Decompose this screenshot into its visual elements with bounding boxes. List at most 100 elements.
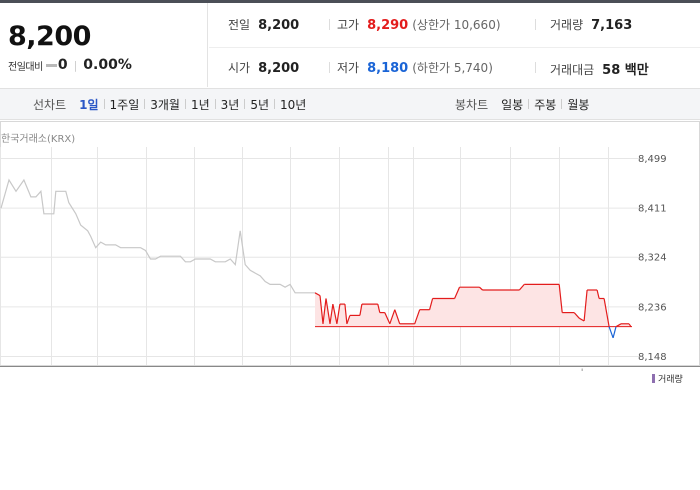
stat-label: 저가	[337, 61, 360, 75]
line-chart-title: 선차트	[33, 97, 67, 112]
tab-separator	[244, 99, 246, 109]
y-tick-label: 8,148	[638, 352, 667, 363]
tab-3y[interactable]: 3년	[220, 97, 240, 112]
series-today-segment	[325, 298, 331, 324]
series-today-segment	[389, 309, 396, 325]
change-label: 전일대비	[8, 61, 43, 73]
tab-separator	[214, 99, 216, 109]
series-today-fill	[315, 284, 631, 327]
volume-legend: 거래량	[652, 372, 683, 385]
stat-separator	[329, 62, 330, 73]
volume-legend-swatch	[652, 374, 655, 383]
tab-1w[interactable]: 1주일	[109, 97, 140, 112]
tab-1y[interactable]: 1년	[190, 97, 210, 112]
stat-value: 7,163	[591, 18, 633, 33]
stat-separator	[535, 19, 536, 30]
stat-separator	[329, 19, 330, 30]
series-today-segment	[429, 298, 434, 310]
candle-chart-tabs: 봉차트 일봉 주봉 월봉	[455, 89, 594, 119]
series-today-segment	[344, 304, 348, 324]
candle-chart-title: 봉차트	[455, 97, 489, 112]
series-today-segment	[578, 317, 585, 322]
chart-source: 한국거래소(KRX)	[1, 134, 76, 145]
series-today-segment	[329, 304, 334, 324]
change-separator: |	[73, 58, 78, 72]
stats-divider	[209, 47, 700, 48]
series-today-segment	[377, 303, 381, 313]
series-today-segment	[583, 289, 588, 322]
series-today-segment	[384, 312, 391, 325]
tab-daily[interactable]: 일봉	[501, 97, 524, 112]
change-row: 전일대비 0 | 0.00%	[8, 57, 132, 73]
stat-label: 시가	[228, 61, 251, 75]
stat-open: 시가 8,200	[228, 59, 299, 76]
stat-value: 8,200	[258, 61, 300, 76]
y-tick-label: 8,236	[638, 302, 667, 313]
series-prev-day-line	[0, 178, 315, 294]
series-today-segment	[628, 323, 632, 328]
stat-amount: 거래대금 58 백만	[550, 59, 649, 78]
series-today-segment	[314, 292, 321, 297]
line-chart-tabs: 선차트 1일 1주일 3개월 1년 3년 5년 10년	[33, 89, 311, 119]
y-tick-label: 8,324	[638, 253, 667, 264]
tab-10y[interactable]: 10년	[280, 97, 307, 112]
price-summary: 8,200 전일대비 0 | 0.00%	[0, 3, 208, 87]
series-today-segment	[454, 286, 461, 299]
series-today-segment	[336, 304, 341, 324]
stat-label: 전일	[228, 18, 251, 32]
stat-low: 저가 8,180 (하한가 5,740)	[337, 59, 493, 76]
tab-1d[interactable]: 1일	[79, 97, 99, 112]
series-today-segment	[322, 298, 327, 324]
tab-weekly[interactable]: 주봉	[534, 97, 557, 112]
current-price: 8,200	[8, 21, 91, 52]
y-tick-label: 8,499	[638, 154, 667, 165]
change-value: 0	[57, 57, 68, 73]
change-percent: 0.00%	[83, 57, 132, 73]
stat-sub: (하한가 5,740)	[412, 61, 493, 75]
tab-separator	[274, 99, 276, 109]
series-today-segment	[359, 303, 363, 316]
tab-separator	[144, 99, 146, 109]
chart-period-bar: 선차트 1일 1주일 3개월 1년 3년 5년 10년 봉차트 일봉 주봉 월봉	[0, 88, 700, 120]
series-today-segment	[573, 312, 580, 319]
series-today-segment	[615, 323, 622, 328]
stat-label: 고가	[337, 18, 360, 32]
series-today-segment	[346, 315, 351, 325]
series-today-segment	[479, 286, 483, 291]
tab-monthly[interactable]: 월봉	[567, 97, 590, 112]
stat-volume: 거래량 7,163	[550, 16, 632, 33]
series-today-segment	[518, 284, 525, 291]
series-today-segment	[603, 298, 610, 327]
series-today-segment	[319, 295, 324, 324]
flat-icon	[45, 63, 57, 67]
stat-sub: (상한가 10,660)	[412, 18, 501, 32]
stat-prev-close: 전일 8,200	[228, 16, 299, 33]
series-today-segment	[612, 326, 617, 339]
stat-value: 8,200	[258, 18, 300, 33]
stats-grid: 전일 8,200 고가 8,290 (상한가 10,660) 거래량 7,163…	[209, 3, 700, 87]
stat-value: 8,290	[367, 18, 409, 33]
tab-5y[interactable]: 5년	[250, 97, 270, 112]
price-chart: 8,499 8,411 8,324 8,236 8,148 한국거래소(KRX) 거래량	[0, 121, 700, 385]
top-border	[0, 0, 700, 3]
series-today-segment	[394, 309, 401, 324]
stat-value: 8,180	[367, 61, 409, 76]
tab-3m[interactable]: 3개월	[150, 97, 180, 112]
y-tick-label: 8,411	[638, 204, 667, 215]
stat-high: 고가 8,290 (상한가 10,660)	[337, 16, 501, 33]
series-today-segment	[332, 303, 338, 324]
tab-separator	[528, 99, 530, 109]
series-today-segment	[608, 326, 614, 339]
chart-svg: 8,499 8,411 8,324 8,236 8,148	[0, 121, 700, 371]
series-today-segment	[596, 289, 600, 299]
stat-separator	[535, 62, 536, 73]
stat-label: 거래대금	[550, 63, 595, 77]
tab-separator	[184, 99, 186, 109]
stat-label: 거래량	[550, 18, 584, 32]
tab-separator	[103, 99, 105, 109]
volume-legend-label: 거래량	[658, 375, 683, 385]
series-today-segment	[414, 309, 421, 325]
series-today-segment	[558, 284, 563, 313]
tab-separator	[561, 99, 563, 109]
stat-value: 58 백만	[602, 63, 649, 78]
